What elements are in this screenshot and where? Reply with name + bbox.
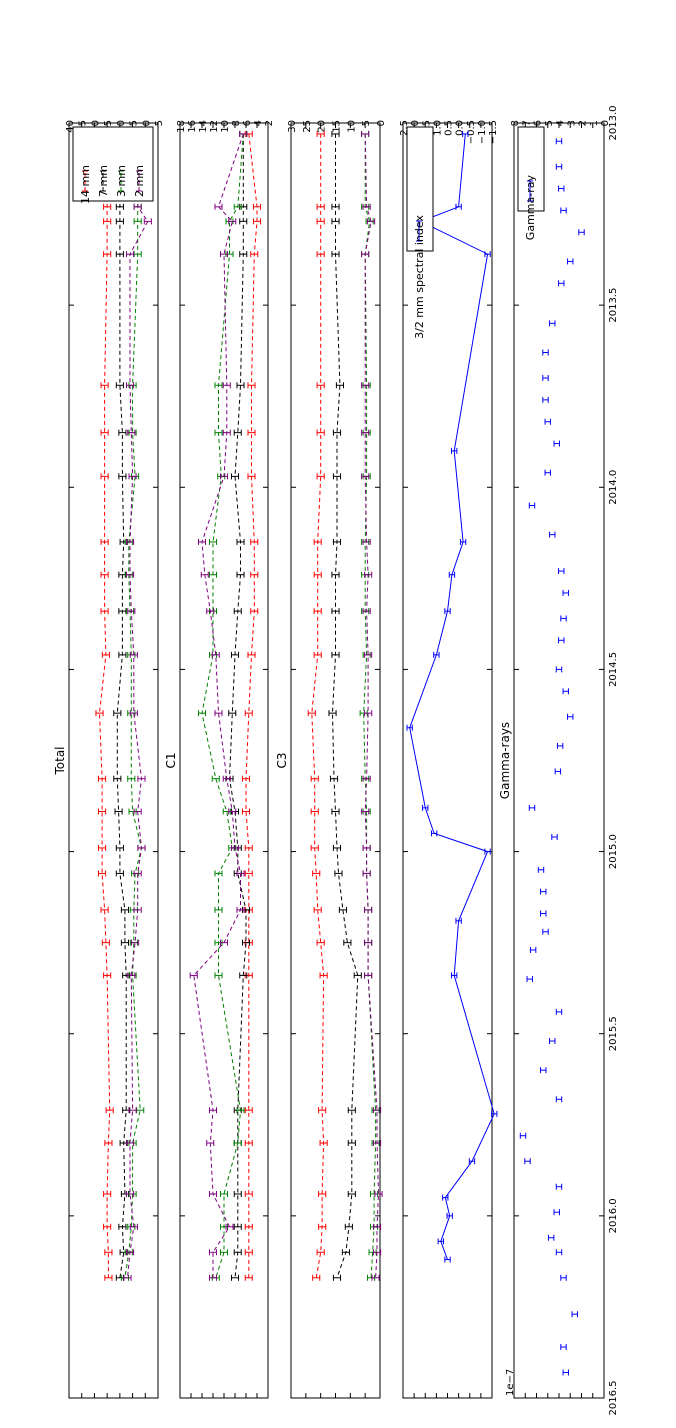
series-2-mm <box>123 130 152 1281</box>
y-multiplier: 1e−7 <box>505 1369 516 1396</box>
series-line <box>363 133 377 1278</box>
panel-title: Gamma-rays <box>498 722 512 799</box>
y-tick-label: 8 <box>510 120 521 126</box>
series-line <box>116 133 127 1278</box>
x-tick-label: 2015.5 <box>608 1016 619 1051</box>
series-line <box>228 133 247 1278</box>
series-3-mm <box>120 130 146 1281</box>
panel-title: Total <box>53 746 67 775</box>
panel-4: −1.5−1.0−0.50.00.51.01.52.02.53/2 mm spe… <box>399 120 499 1399</box>
y-tick-label: 25 <box>302 120 313 133</box>
y-tick-label: −1.0 <box>477 120 488 144</box>
series-gamma-ray <box>519 138 585 1376</box>
y-tick-label: 10 <box>141 120 152 133</box>
y-tick-label: 15 <box>129 120 140 133</box>
y-tick-label: 8 <box>231 120 242 126</box>
series-line <box>245 133 258 1278</box>
y-tick-label: 15 <box>332 120 343 133</box>
series-7-mm <box>113 130 131 1281</box>
y-tick-label: 2.5 <box>399 120 410 136</box>
series-line <box>201 133 244 1278</box>
y-tick-label: 4 <box>253 120 264 126</box>
series-line <box>311 133 325 1278</box>
series-14-mm <box>307 130 328 1281</box>
y-tick-label: 0 <box>376 120 387 126</box>
y-tick-label: 35 <box>78 120 89 133</box>
series-line <box>98 133 111 1278</box>
y-tick-label: 18 <box>176 120 187 133</box>
series-3-2-mm-spectral-index <box>406 130 498 1263</box>
panel-frame <box>68 122 159 1399</box>
legend-box <box>72 126 154 202</box>
series-3-mm <box>359 130 380 1281</box>
y-tick-label: 7 <box>521 120 532 126</box>
legend-label: 7 mm <box>97 165 110 197</box>
y-tick-label: 5 <box>544 120 555 126</box>
x-tick-label: 2016.0 <box>608 1198 619 1233</box>
y-tick-label: 1 <box>589 120 600 126</box>
x-tick-label: 2016.5 <box>608 1381 619 1416</box>
x-tick-label: 2015.0 <box>608 834 619 869</box>
series-2-mm <box>189 130 248 1281</box>
panel-frame <box>290 122 381 1399</box>
y-tick-label: 5 <box>361 120 372 126</box>
y-tick-label: −1.5 <box>488 120 499 144</box>
panel-frame <box>513 122 605 1399</box>
y-tick-label: 0.0 <box>455 120 466 136</box>
y-tick-label: 0 <box>600 120 611 126</box>
y-tick-label: 25 <box>103 120 114 133</box>
legend-box <box>406 126 434 252</box>
series-7-mm <box>225 130 251 1281</box>
y-tick-label: 1.0 <box>432 120 443 136</box>
legend-label: 3/2 mm spectral index <box>413 215 426 339</box>
y-tick-label: 10 <box>346 120 357 133</box>
x-tick-label: 2013.5 <box>608 288 619 323</box>
y-tick-label: 2 <box>578 120 589 126</box>
y-tick-label: 0.5 <box>444 120 455 136</box>
series-line <box>331 133 359 1278</box>
x-tick-label: 2014.0 <box>608 470 619 505</box>
series-7-mm <box>328 130 362 1281</box>
series-14-mm <box>95 130 114 1281</box>
y-tick-label: 12 <box>209 120 220 133</box>
panel-title: C1 <box>164 752 178 768</box>
series-14-mm <box>241 130 262 1281</box>
y-tick-label: 4 <box>555 120 566 126</box>
panel-title: C3 <box>275 752 289 768</box>
series-line <box>127 133 149 1278</box>
y-tick-label: 14 <box>198 120 209 133</box>
y-tick-label: 3 <box>566 120 577 126</box>
y-tick-label: 20 <box>116 120 127 133</box>
y-tick-label: 6 <box>533 120 544 126</box>
series-line <box>193 133 244 1278</box>
y-tick-label: 16 <box>187 120 198 133</box>
series-2-mm <box>361 130 383 1281</box>
legend-label: 14 mm <box>79 165 92 204</box>
series-3-mm <box>197 130 248 1281</box>
y-tick-label: 20 <box>317 120 328 133</box>
legend-box <box>517 126 545 212</box>
y-tick-label: 2 <box>264 120 275 126</box>
y-tick-label: 30 <box>90 120 101 133</box>
x-tick-label: 2013.0 <box>608 106 619 141</box>
series-line <box>124 133 143 1278</box>
legend-label: 2 mm <box>133 165 146 197</box>
y-tick-label: −0.5 <box>466 120 477 144</box>
y-tick-label: 40 <box>65 120 76 133</box>
y-tick-label: 30 <box>287 120 298 133</box>
x-tick-label: 2014.5 <box>608 652 619 687</box>
legend-label: Gamma-ray <box>524 175 537 241</box>
y-tick-label: 10 <box>220 120 231 133</box>
y-tick-label: 5 <box>154 120 165 126</box>
y-tick-label: 6 <box>242 120 253 126</box>
legend-label: 3 mm <box>115 165 128 197</box>
